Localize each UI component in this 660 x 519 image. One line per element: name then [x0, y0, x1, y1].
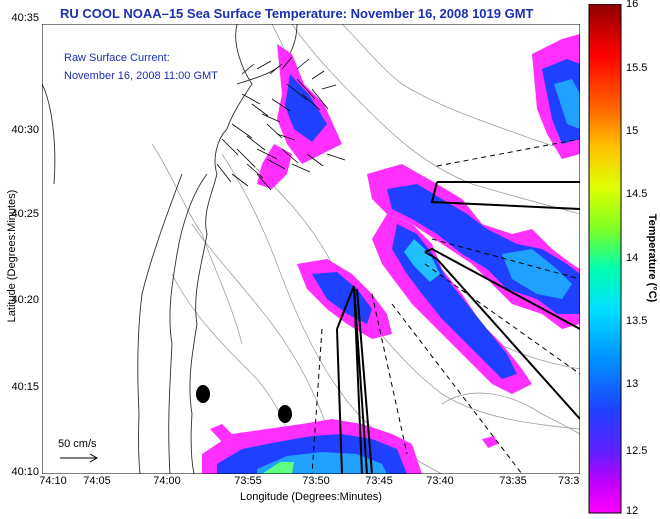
colorbar-tick: 13.5 — [626, 315, 648, 327]
y-tick-label: 40:25 — [11, 208, 39, 220]
legend-line-2: November 16, 2008 11:00 GMT — [64, 70, 218, 82]
x-tick-label: 74:10 — [39, 475, 67, 487]
x-tick-label: 73:45 — [365, 475, 393, 487]
colorbar-tick: 14.5 — [626, 188, 648, 200]
sst-map — [42, 24, 580, 474]
station-marker — [278, 405, 292, 423]
scale-arrow — [60, 453, 99, 463]
y-tick-label: 40:10 — [11, 466, 39, 478]
colorbar-label: Temperature (°C) — [646, 213, 658, 303]
x-tick-label: 73:40 — [426, 475, 454, 487]
x-tick-label: 73:55 — [234, 475, 262, 487]
colorbar-tick: 15.5 — [626, 62, 648, 74]
colorbar — [588, 4, 622, 514]
y-axis-label: Latitude (Degrees:Minutes) — [6, 189, 18, 323]
map-title: RU COOL NOAA–15 Sea Surface Temperature:… — [60, 6, 534, 21]
colorbar-tick: 15 — [626, 125, 639, 137]
x-tick-label: 73:3 — [558, 475, 580, 487]
station-marker — [196, 385, 210, 403]
x-tick-label: 74:05 — [83, 475, 111, 487]
transect-lines — [336, 181, 580, 474]
x-tick-label: 73:35 — [499, 475, 527, 487]
scale-label: 50 cm/s — [58, 438, 97, 450]
current-vectors — [216, 56, 346, 191]
legend-line-1: Raw Surface Current: — [64, 52, 170, 64]
x-axis-label: Longitude (Degrees:Minutes) — [240, 491, 382, 503]
colorbar-tick: 16 — [626, 0, 639, 10]
y-tick-label: 40:20 — [11, 294, 39, 306]
colorbar-tick: 13 — [626, 378, 639, 390]
x-tick-label: 73:50 — [302, 475, 330, 487]
y-tick-label: 40:30 — [11, 124, 39, 136]
transect-dashed-lines — [311, 138, 580, 474]
colorbar-tick: 12 — [626, 505, 639, 517]
x-tick-label: 74:00 — [153, 475, 181, 487]
y-tick-label: 40:15 — [11, 381, 39, 393]
colorbar-tick: 14 — [626, 252, 639, 264]
colorbar-tick: 12.5 — [626, 445, 648, 457]
y-tick-label: 40:35 — [11, 12, 39, 24]
